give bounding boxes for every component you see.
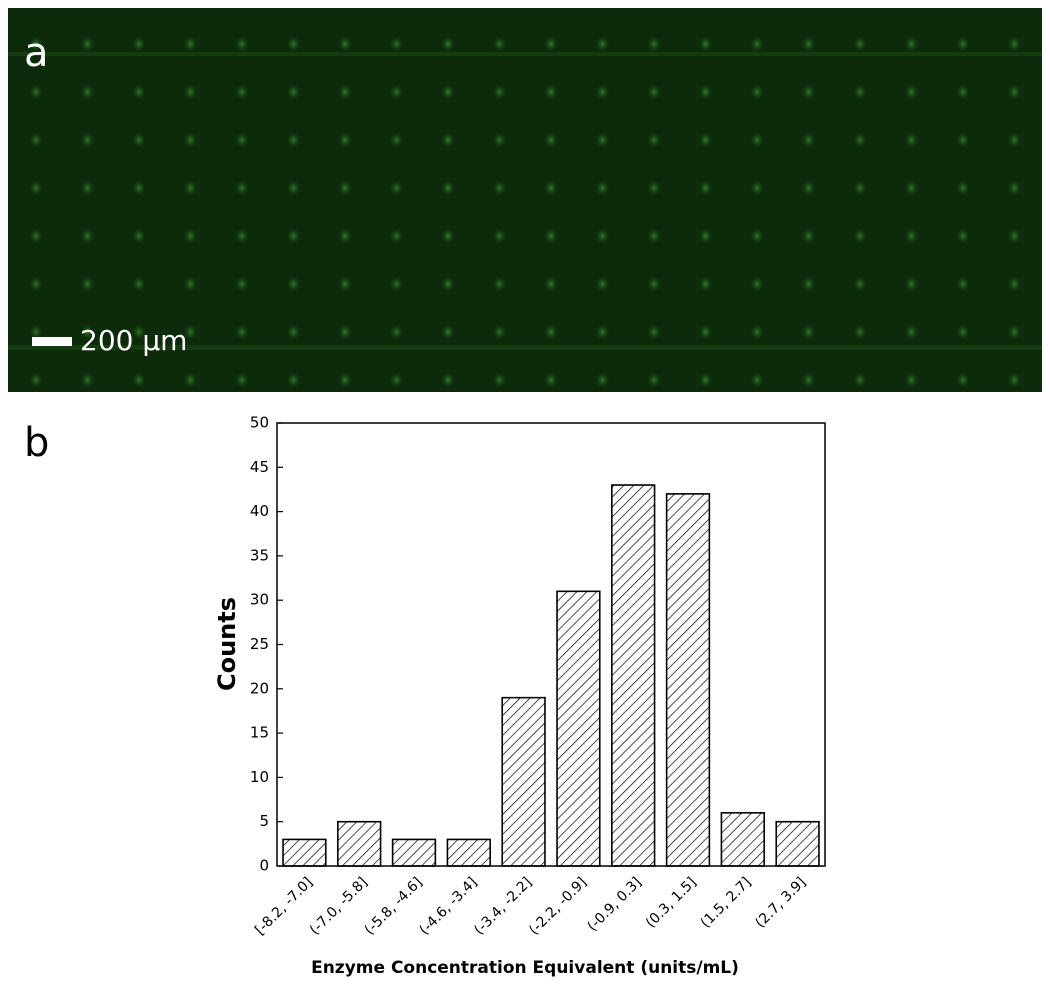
bar	[446, 838, 491, 867]
bar	[665, 493, 711, 867]
x-tick-label: (-4.6, -3.4]	[416, 874, 480, 938]
y-tick-label: 20	[250, 679, 269, 697]
bar	[720, 812, 765, 867]
x-tick-label: [-8.2, -7.0]	[252, 874, 316, 938]
y-tick-label: 15	[250, 724, 269, 742]
panel-label: a	[24, 30, 49, 76]
bar	[501, 696, 546, 867]
scale-bar-label: 200 μm	[80, 324, 187, 357]
bar	[611, 484, 656, 867]
x-tick-label: (-3.4, -2.2]	[471, 874, 535, 938]
bar	[337, 820, 382, 867]
x-tick-label: (-0.9, 0.3]	[584, 874, 644, 934]
chart: 0 5 10 15 20 25 30 35 40 45 50 [-8.2, -7.0](-7.0, -…	[213, 414, 826, 978]
x-axis-title: Enzyme Concentration Equivalent (units/m…	[311, 958, 739, 978]
y-tick-label: 45	[250, 458, 269, 476]
y-tick-label: 25	[250, 635, 269, 653]
scale-bar	[32, 337, 72, 346]
micrograph: 200 μm a	[8, 8, 1042, 392]
x-tick-label: (1.5, 2.7]	[698, 874, 755, 931]
bar	[391, 838, 437, 867]
x-tick-label: (-5.8, -4.6]	[362, 874, 426, 938]
bar	[282, 838, 327, 867]
y-tick-label: 30	[250, 591, 269, 609]
plot-frame	[276, 422, 826, 867]
panel-label: b	[24, 420, 49, 466]
x-tick-label: (-2.2, -0.9]	[526, 874, 590, 938]
x-tick-label: (0.3, 1.5]	[643, 874, 700, 931]
bar	[775, 820, 820, 867]
x-tick-label: (2.7, 3.9]	[752, 874, 809, 931]
y-tick-label: 50	[250, 414, 269, 432]
y-tick-label: 5	[259, 812, 269, 830]
y-tick-label: 35	[250, 546, 269, 564]
x-tick-label: (-7.0, -5.8]	[307, 874, 371, 938]
y-tick-label: 0	[259, 857, 269, 875]
y-axis-title: Counts	[213, 597, 241, 691]
y-tick-label: 10	[250, 768, 269, 786]
bar	[556, 590, 601, 867]
y-tick-label: 40	[250, 502, 269, 520]
